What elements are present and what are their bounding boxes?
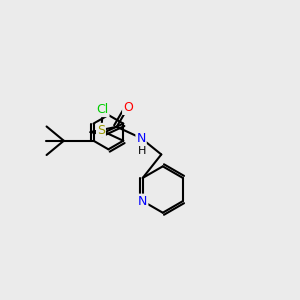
Text: Cl: Cl: [96, 103, 109, 116]
Text: N: N: [138, 195, 147, 208]
Text: S: S: [97, 124, 105, 137]
Text: O: O: [123, 101, 133, 114]
Text: N: N: [136, 132, 146, 145]
Text: H: H: [137, 146, 146, 157]
